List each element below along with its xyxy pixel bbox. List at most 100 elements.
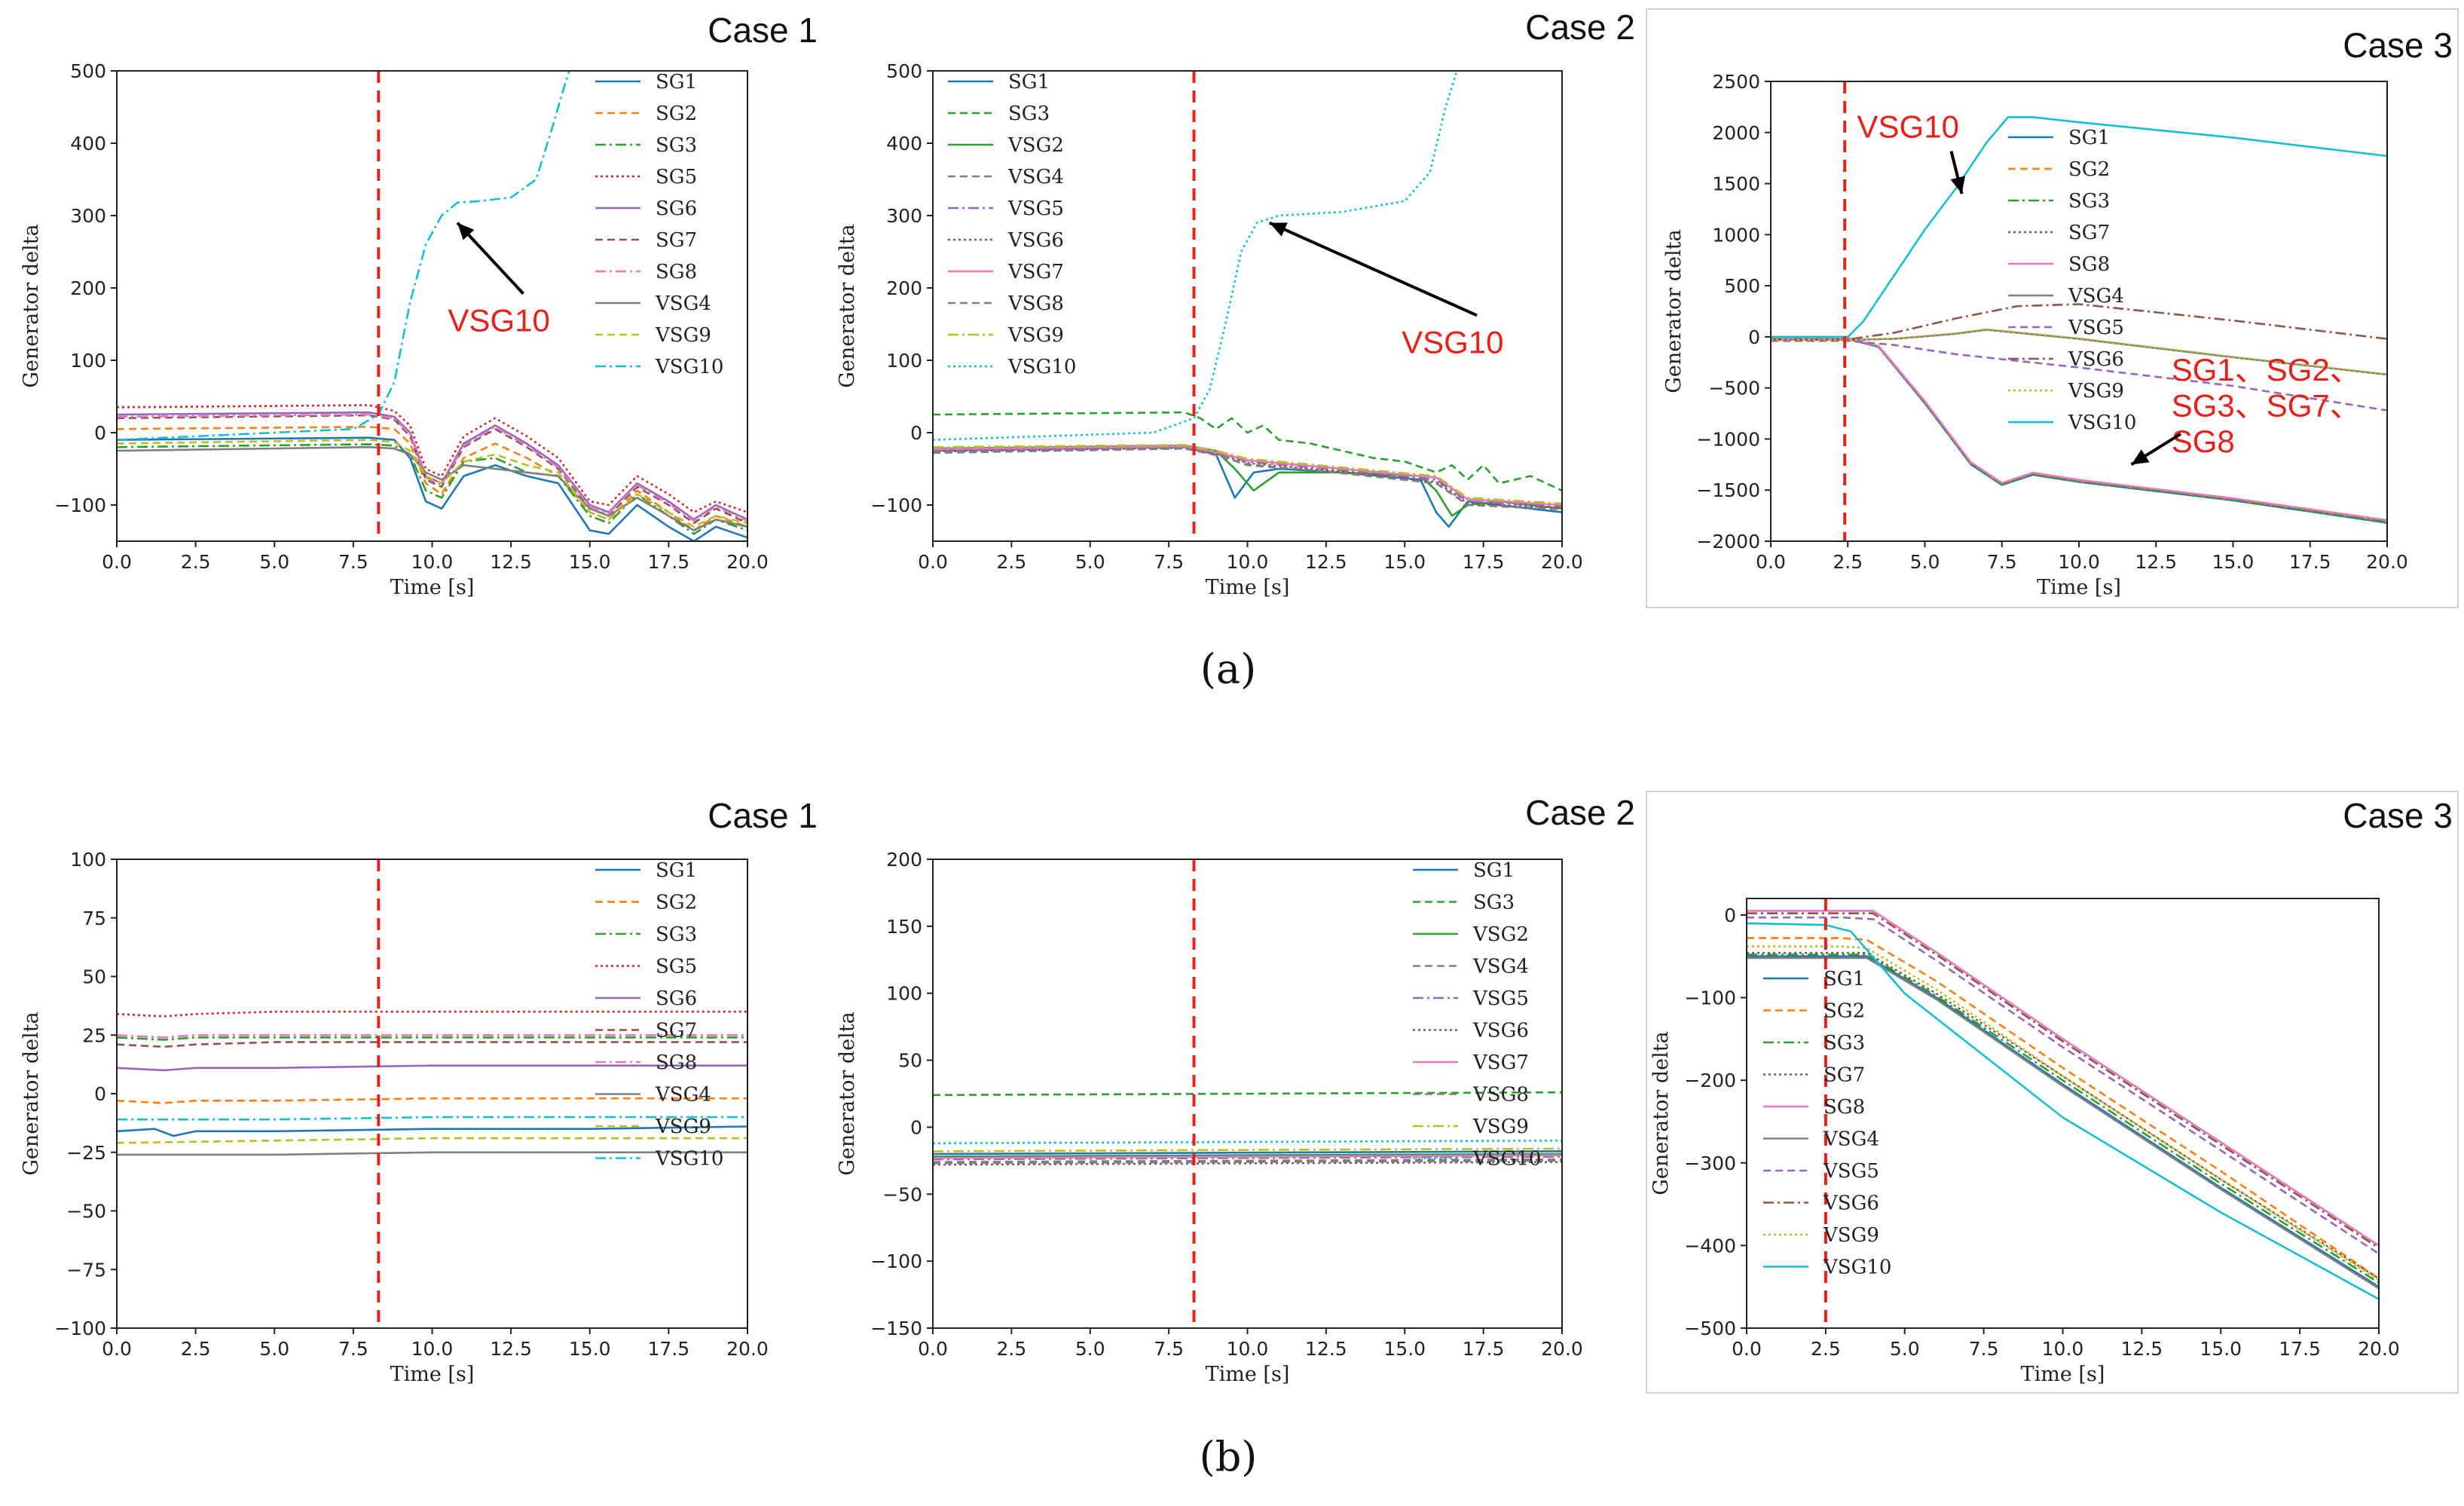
legend-label-VSG10: VSG10 <box>655 356 723 378</box>
y-tick-label: 0 <box>94 1083 106 1105</box>
y-tick-label: −1500 <box>1696 479 1760 501</box>
x-tick-label: 12.5 <box>1305 1338 1347 1360</box>
y-tick-label: 0 <box>910 1116 922 1138</box>
chart-b-case2: 0.0 2.5 5.0 7.5 10.0 12.5 15.0 17.5 20.0 −150 −100… <box>836 793 1635 1386</box>
series-line-SG2 <box>1747 937 2379 1280</box>
legend-label-SG2: SG2 <box>656 103 697 125</box>
series-line-VSG4 <box>117 445 747 531</box>
x-axis-label: Time [s] <box>390 576 475 599</box>
y-tick-label: 25 <box>82 1024 106 1046</box>
x-tick-label: 5.0 <box>1075 551 1105 573</box>
y-tick-label: 100 <box>70 849 106 871</box>
caption-b: (b) <box>1200 1433 1258 1480</box>
y-tick-label: 100 <box>886 350 922 372</box>
x-tick-label: 20.0 <box>726 1338 769 1360</box>
legend-label-VSG10: VSG10 <box>1007 356 1076 378</box>
series-group <box>933 71 1562 528</box>
series-line-SG5 <box>117 1010 747 1018</box>
legend-label-SG2: SG2 <box>1824 1000 1865 1023</box>
series-line-VSG5 <box>933 445 1562 508</box>
series-line-VSG5 <box>1771 339 2387 412</box>
x-tick-label: 0.0 <box>102 1338 132 1360</box>
y-tick-label: −150 <box>870 1318 922 1339</box>
annotation-label: SG1、SG2、 <box>2172 352 2362 387</box>
series-line-VSG9 <box>117 439 747 528</box>
legend-label-VSG4: VSG4 <box>655 1084 711 1107</box>
annotation-label: SG3、SG7、 <box>2172 388 2362 424</box>
y-tick-label: −500 <box>1684 1318 1736 1339</box>
series-line-SG8 <box>1771 336 2387 522</box>
chart-title: Case 2 <box>1525 8 1635 47</box>
x-tick-label: 7.5 <box>1969 1338 1999 1360</box>
y-tick-label: 1500 <box>1712 173 1760 195</box>
legend: SG1 SG2 SG3 SG7 SG8 VSG4 VSG5 VSG6 VSG9 VSG10 <box>2008 127 2136 434</box>
legend-label-SG2: SG2 <box>656 892 697 914</box>
y-tick-label: 0 <box>1748 326 1760 348</box>
chart-title: Case 2 <box>1525 793 1635 832</box>
series-group <box>117 1010 747 1156</box>
annotation-arrowhead <box>1269 222 1288 237</box>
series-line-VSG9 <box>1771 328 2387 375</box>
x-tick-label: 5.0 <box>1910 551 1940 573</box>
series-line-SG3 <box>117 1036 747 1041</box>
x-tick-label: 12.5 <box>2135 551 2177 573</box>
x-tick-label: 0.0 <box>918 1338 948 1360</box>
series-line-SG1 <box>1747 955 2379 1288</box>
x-tick-label: 2.5 <box>996 551 1026 573</box>
y-tick-label: −75 <box>66 1259 106 1281</box>
y-tick-label: 400 <box>70 133 106 155</box>
legend-label-SG7: SG7 <box>1824 1064 1865 1087</box>
chart-a-case3: 0.0 2.5 5.0 7.5 10.0 12.5 15.0 17.5 20.0 −2000 −15… <box>1646 8 2459 608</box>
series-line-SG8 <box>117 1034 747 1039</box>
series-line-VSG5 <box>1747 916 2379 1255</box>
legend-label-SG1: SG1 <box>1824 968 1865 990</box>
series-line-SG3 <box>933 411 1562 491</box>
x-tick-label: 5.0 <box>259 1338 289 1360</box>
series-line-SG5 <box>117 404 747 513</box>
series-line-VSG8 <box>933 447 1562 511</box>
x-tick-label: 7.5 <box>1154 1338 1184 1360</box>
y-tick-label: −50 <box>66 1201 106 1223</box>
legend-label-VSG9: VSG9 <box>1007 324 1064 347</box>
x-tick-label: 2.5 <box>1833 551 1863 573</box>
series-line-SG6 <box>117 411 747 521</box>
screenshot-border <box>1646 791 2459 1394</box>
legend: SG1 SG2 SG3 SG5 SG6 SG7 SG8 VSG4 VSG9 VSG10 <box>595 71 723 378</box>
series-line-VSG7 <box>933 1154 1562 1159</box>
legend-label-SG2: SG2 <box>2068 158 2110 181</box>
x-tick-label: 12.5 <box>490 551 532 573</box>
y-tick-label: −400 <box>1684 1235 1736 1257</box>
y-tick-label: 100 <box>70 350 106 372</box>
series-line-VSG9 <box>1747 945 2379 1281</box>
y-tick-label: −25 <box>66 1142 106 1164</box>
series-line-SG2 <box>117 425 747 531</box>
y-tick-label: −200 <box>1684 1070 1736 1091</box>
legend-label-SG3: SG3 <box>1473 892 1515 914</box>
legend-label-SG1: SG1 <box>1008 71 1050 93</box>
series-line-SG3 <box>933 1091 1562 1097</box>
series-line-SG1 <box>933 445 1562 528</box>
x-tick-label: 12.5 <box>490 1338 532 1360</box>
legend-label-VSG2: VSG2 <box>1472 923 1529 946</box>
series-line-SG2 <box>117 1097 747 1104</box>
x-tick-label: 15.0 <box>2212 551 2255 573</box>
x-tick-label: 7.5 <box>1154 551 1184 573</box>
x-tick-label: 5.0 <box>259 551 289 573</box>
y-tick-label: 300 <box>70 205 106 227</box>
y-tick-label: 100 <box>886 983 922 1005</box>
y-axis-label: Generator delta <box>1649 1031 1673 1195</box>
legend-label-SG5: SG5 <box>656 166 697 188</box>
legend-label-SG3: SG3 <box>1008 103 1050 125</box>
x-tick-label: 20.0 <box>1541 551 1583 573</box>
chart-b-case3: 0.0 2.5 5.0 7.5 10.0 12.5 15.0 17.5 20.0 −500 −400… <box>1646 791 2459 1394</box>
x-tick-label: 15.0 <box>1383 551 1426 573</box>
x-tick-label: 20.0 <box>1541 1338 1583 1360</box>
legend-label-SG3: SG3 <box>2068 190 2110 213</box>
series-line-SG1 <box>117 1125 747 1137</box>
series-group <box>1747 910 2379 1300</box>
chart-title: Case 3 <box>2343 26 2453 65</box>
legend: SG1 SG2 SG3 SG7 SG8 VSG4 VSG5 VSG6 VSG9 VSG10 <box>1763 968 1891 1279</box>
y-tick-label: 200 <box>886 849 922 871</box>
series-line-VSG6 <box>1771 303 2387 341</box>
x-tick-label: 2.5 <box>181 551 211 573</box>
